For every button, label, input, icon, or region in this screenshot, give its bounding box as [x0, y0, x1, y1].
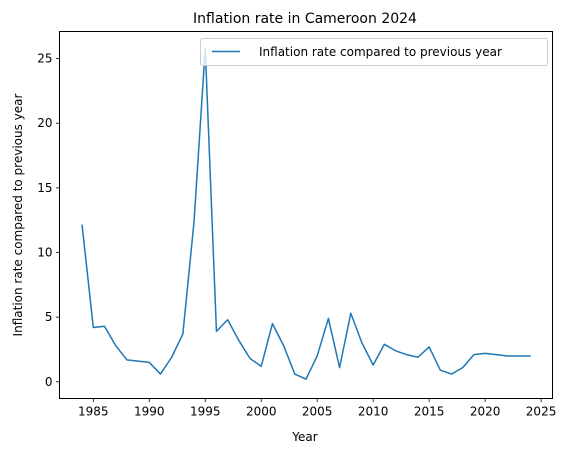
chart-title: Inflation rate in Cameroon 2024 — [193, 11, 417, 27]
legend: Inflation rate compared to previous year — [200, 38, 548, 66]
y-tick-label: 15 — [37, 181, 52, 195]
x-tick-label: 2025 — [526, 405, 557, 419]
x-tick-label: 1990 — [134, 405, 165, 419]
y-tick-label: 5 — [45, 310, 53, 324]
x-tick-label: 1995 — [190, 405, 221, 419]
legend-box — [200, 38, 548, 66]
y-tick-label: 20 — [37, 116, 52, 130]
series-line — [81, 47, 531, 380]
y-tick-label: 0 — [45, 375, 53, 389]
y-axis-label: Inflation rate compared to previous year — [11, 93, 25, 336]
x-tick-label: 1985 — [78, 405, 109, 419]
plot-frame — [59, 31, 553, 399]
x-tick-label: 2005 — [302, 405, 333, 419]
legend-label: Inflation rate compared to previous year — [259, 45, 502, 59]
y-tick-label: 25 — [37, 52, 52, 66]
x-tick-label: 2015 — [414, 405, 445, 419]
x-axis-label: Year — [291, 430, 317, 444]
y-tick-label: 10 — [37, 246, 52, 260]
x-tick-label: 2010 — [358, 405, 389, 419]
x-tick-label: 2000 — [246, 405, 277, 419]
x-tick-label: 2020 — [470, 405, 501, 419]
